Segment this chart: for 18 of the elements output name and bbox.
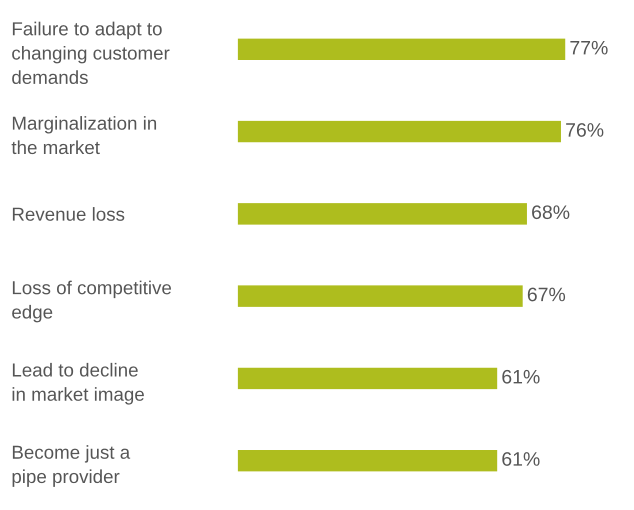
y-tick-label: Failure to adapt to changing customer demands — [12, 22, 170, 84]
bar — [238, 368, 498, 390]
y-tick-label: Become just a pipe provider — [12, 445, 130, 487]
bar — [238, 450, 498, 472]
data-label: 77% — [570, 40, 608, 54]
y-tick-label: Lead to decline in market image — [12, 362, 144, 405]
data-label: 68% — [532, 205, 570, 220]
data-label: 61% — [502, 452, 540, 466]
y-tick-label: Loss of competitive edge — [12, 280, 172, 322]
data-label: 76% — [566, 123, 604, 137]
bar — [238, 120, 561, 142]
bar — [238, 203, 527, 225]
y-tick-label: Marginalization in the market — [12, 116, 156, 154]
y-tick-label: Revenue loss — [12, 207, 124, 221]
data-label: 67% — [528, 288, 566, 302]
bar — [238, 38, 566, 60]
data-label: 61% — [502, 370, 540, 384]
bar — [238, 285, 523, 307]
